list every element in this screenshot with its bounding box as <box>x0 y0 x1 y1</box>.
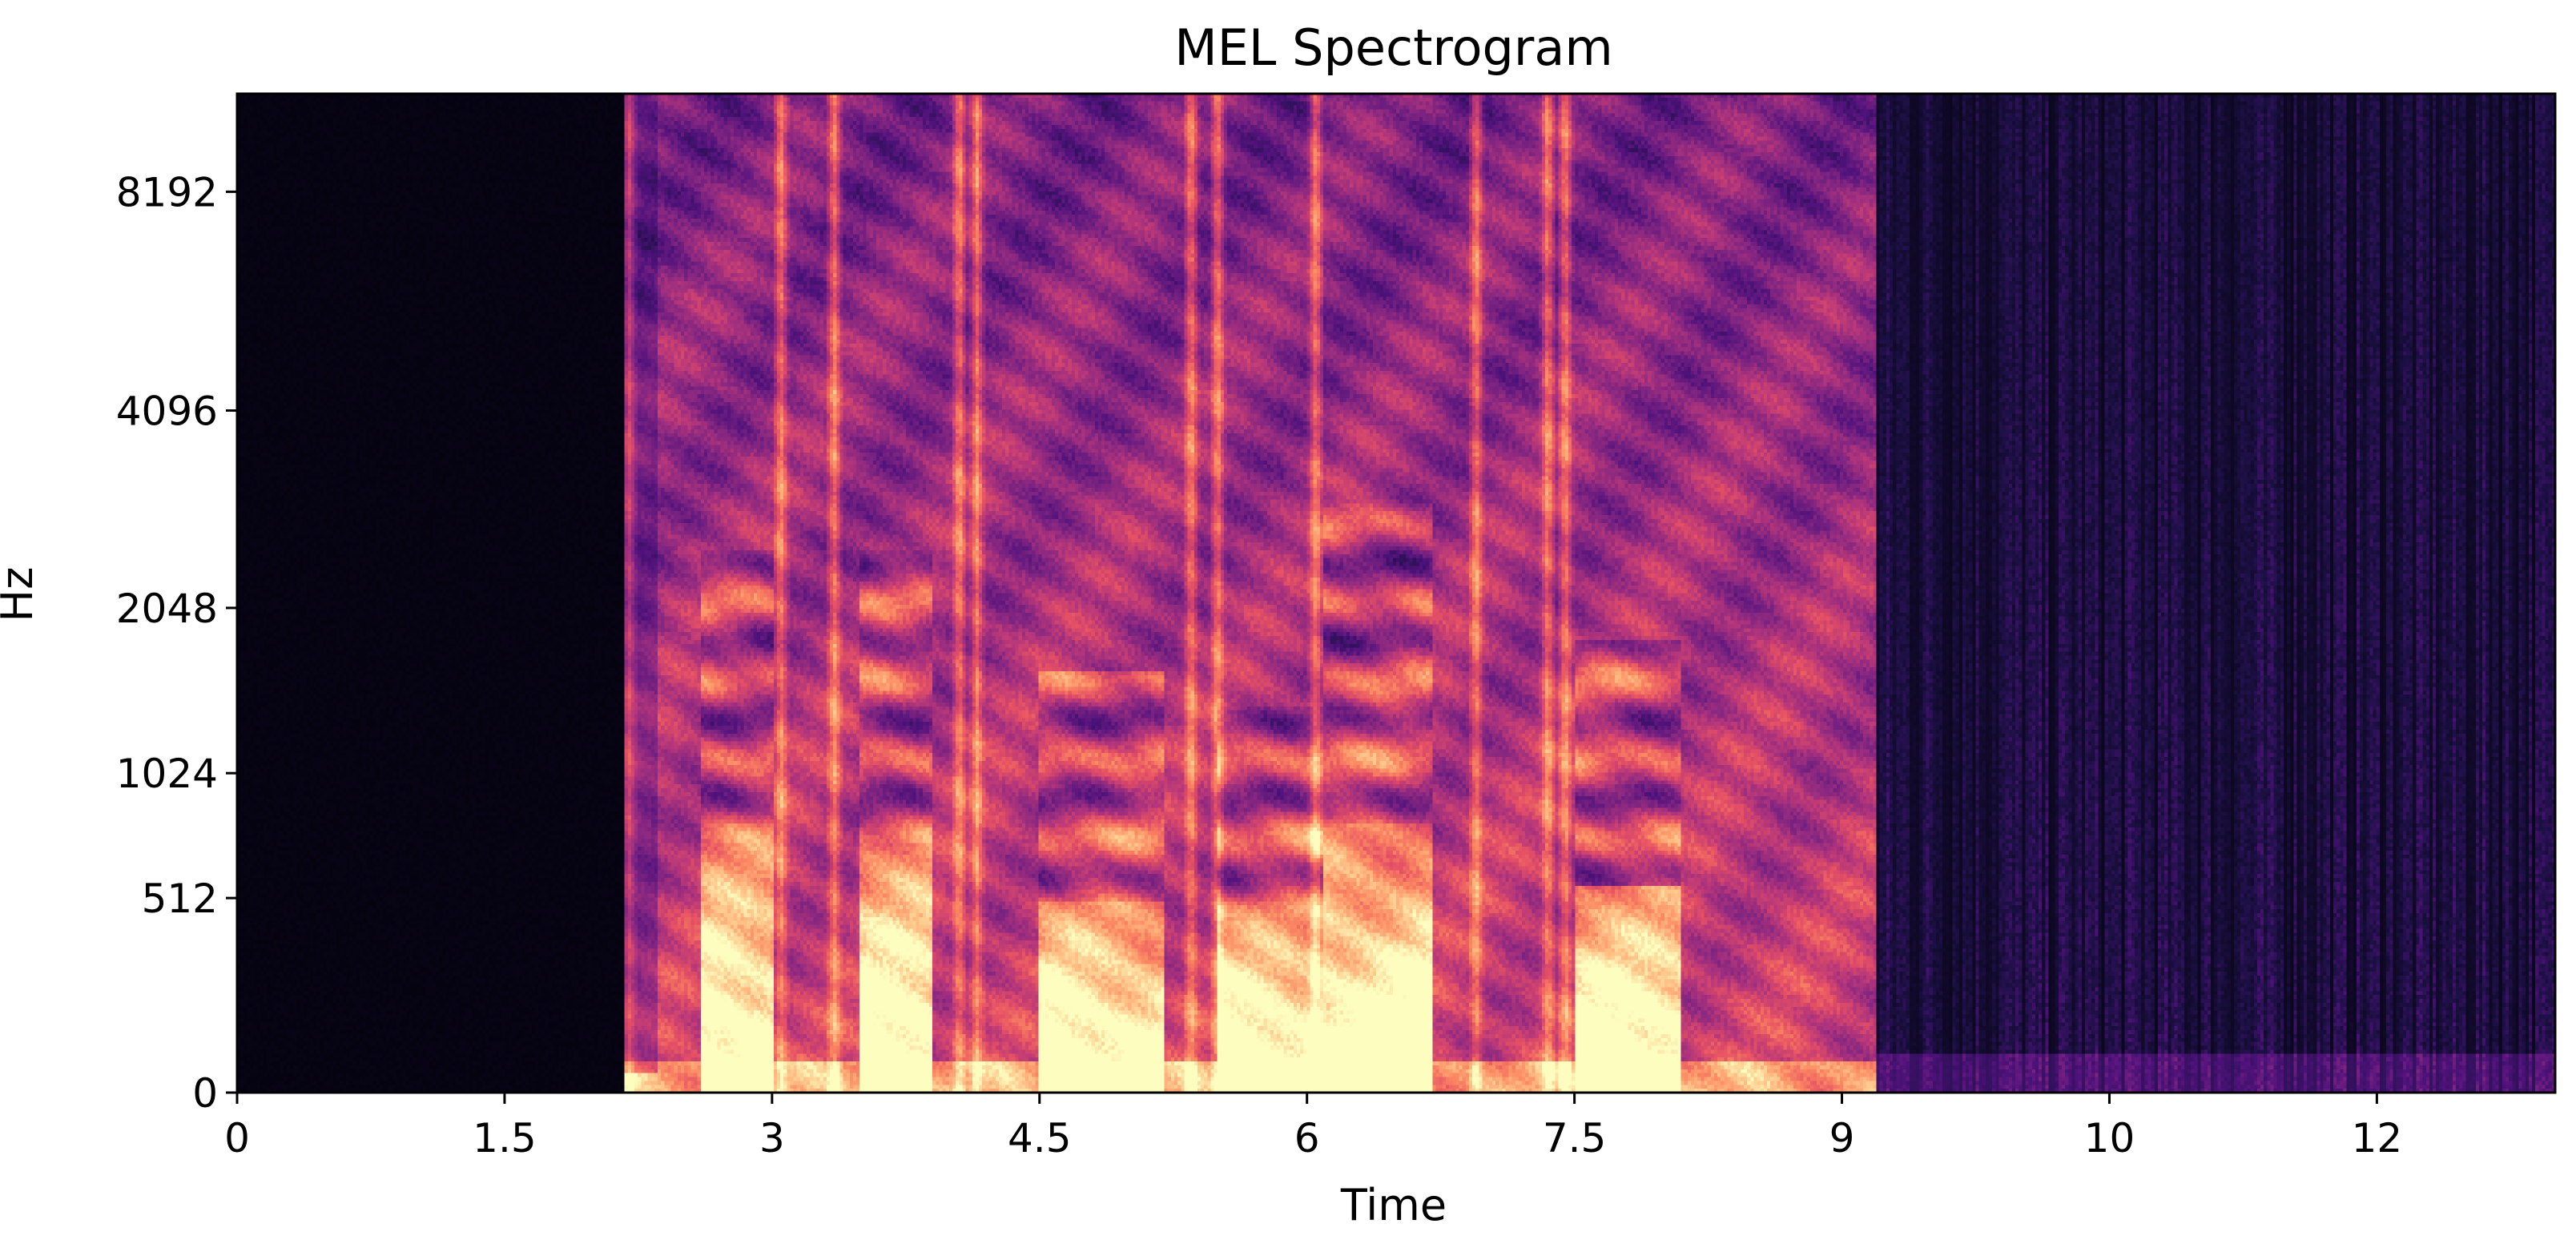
x-tick-label: 3 <box>759 1115 785 1161</box>
y-tick-label: 512 <box>142 876 218 922</box>
chart-title: MEL Spectrogram <box>1174 18 1613 77</box>
x-tick-label: 10 <box>2084 1115 2135 1161</box>
x-axis-label: Time <box>1340 1180 1447 1230</box>
spectrogram-heatmap <box>237 94 2555 1093</box>
x-tick-label: 12 <box>2352 1115 2403 1161</box>
y-tick-label: 2048 <box>116 586 218 632</box>
x-tick-label: 1.5 <box>473 1115 537 1161</box>
x-tick-label: 9 <box>1829 1115 1855 1161</box>
y-tick-label: 0 <box>192 1070 218 1117</box>
x-tick-label: 6 <box>1294 1115 1320 1161</box>
y-tick-label: 4096 <box>116 388 218 435</box>
y-tick-label: 8192 <box>116 169 218 215</box>
x-tick-label: 0 <box>224 1115 250 1161</box>
x-tick-label: 4.5 <box>1008 1115 1072 1161</box>
y-axis-label: Hz <box>0 566 42 622</box>
plot-frame <box>235 92 2557 1094</box>
x-tick-label: 7.5 <box>1543 1115 1607 1161</box>
y-tick-label: 1024 <box>116 751 218 797</box>
